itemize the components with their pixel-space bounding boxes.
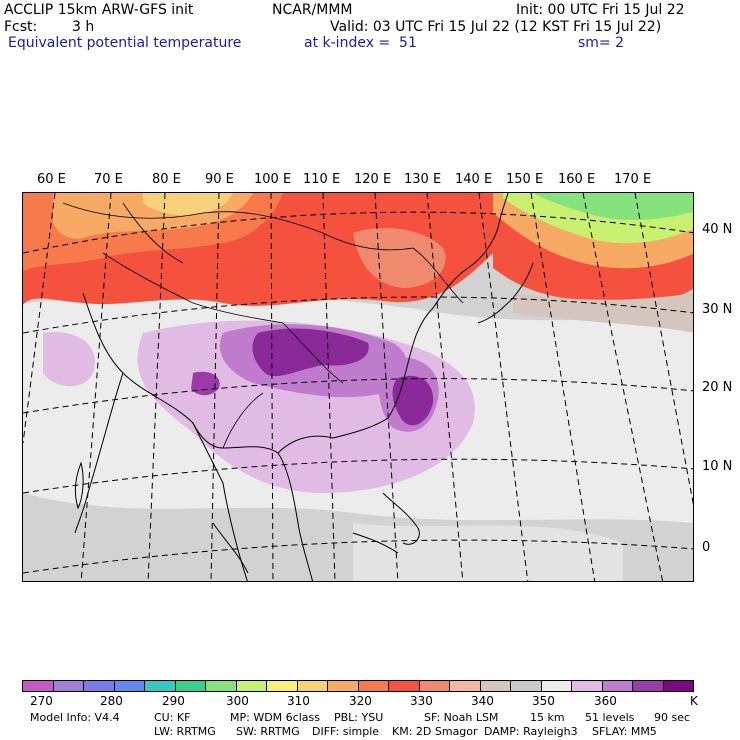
theta-e-map	[22, 192, 694, 582]
field-name: Equivalent potential temperature	[8, 35, 242, 51]
colorbar-label: 290	[162, 694, 185, 708]
fcst-value: 3 h	[72, 19, 95, 35]
lon-label: 130 E	[404, 172, 442, 187]
field-300k-pacific	[533, 193, 693, 220]
lon-label: 60 E	[37, 172, 66, 187]
colorbar-swatch	[206, 681, 237, 691]
colorbar-swatch	[145, 681, 176, 691]
colorbar-swatch	[663, 681, 693, 691]
lat-label: 0	[702, 540, 711, 555]
colorbar-swatch	[267, 681, 298, 691]
colorbar-swatch	[236, 681, 267, 691]
colorbar-swatch	[480, 681, 511, 691]
footer-sflay: SFLAY: MM5	[592, 725, 657, 738]
model-title: ACCLIP 15km ARW-GFS init	[4, 2, 194, 18]
lat-label: 20 N	[702, 380, 733, 395]
lon-label: 150 E	[506, 172, 544, 187]
political-borders	[62, 202, 464, 449]
footer-levels: 51 levels	[585, 711, 635, 724]
smoothing-info: sm= 2	[578, 35, 625, 51]
colorbar-label: 330	[410, 694, 433, 708]
colorbar-swatch	[297, 681, 328, 691]
colorbar-label: 350	[532, 694, 555, 708]
footer-cu: CU: KF	[154, 711, 191, 724]
lon-label: 140 E	[455, 172, 493, 187]
footer-sw: SW: RRTMG	[236, 725, 300, 738]
colorbar-swatch	[633, 681, 664, 691]
colorbar-swatch	[389, 681, 420, 691]
level-info: at k-index = 51	[304, 35, 417, 51]
lon-label: 100 E	[254, 172, 292, 187]
colorbar-swatch	[572, 681, 603, 691]
graticule-meridians	[23, 193, 693, 581]
footer-km: KM: 2D Smagor	[392, 725, 478, 738]
colorbar-swatch	[84, 681, 115, 691]
footer-timestep: 90 sec	[654, 711, 691, 724]
colorbar-swatch	[114, 681, 145, 691]
lon-label: 120 E	[354, 172, 392, 187]
lon-label: 110 E	[303, 172, 341, 187]
footer-resolution: 15 km	[530, 711, 565, 724]
colorbar-label: 280	[100, 694, 123, 708]
colorbar-swatch	[602, 681, 633, 691]
lon-label: 90 E	[205, 172, 234, 187]
lon-label: 80 E	[152, 172, 181, 187]
colorbar-swatch	[175, 681, 206, 691]
colorbar-swatch	[328, 681, 359, 691]
init-time: Init: 00 UTC Fri 15 Jul 22	[516, 2, 685, 18]
graticule-parallels	[23, 211, 693, 574]
lat-label: 10 N	[702, 459, 733, 474]
lat-label: 30 N	[702, 302, 733, 317]
footer-model-info: Model Info: V4.4	[30, 711, 120, 724]
fcst-label: Fcst:	[4, 19, 38, 35]
colorbar-label: 320	[349, 694, 372, 708]
colorbar	[22, 680, 694, 692]
colorbar-swatch	[450, 681, 481, 691]
field-345k-pacific	[513, 293, 693, 333]
colorbar-label: 310	[287, 694, 310, 708]
map-canvas	[23, 193, 693, 581]
colorbar-unit: K	[690, 694, 698, 708]
field-340k-north	[353, 228, 446, 288]
field-370k-east-core	[392, 375, 434, 426]
footer-lw: LW: RRTMG	[154, 725, 216, 738]
field-350k-south	[353, 523, 623, 581]
colorbar-label: 340	[471, 694, 494, 708]
lon-label: 70 E	[94, 172, 123, 187]
footer-damp: DAMP: Rayleigh3	[484, 725, 578, 738]
footer-sf: SF: Noah LSM	[424, 711, 499, 724]
colorbar-label: 270	[30, 694, 53, 708]
colorbar-swatch	[419, 681, 450, 691]
lat-label: 40 N	[702, 222, 733, 237]
colorbar-swatch	[541, 681, 572, 691]
colorbar-swatch	[53, 681, 84, 691]
coastlines	[74, 193, 534, 581]
lon-label: 170 E	[614, 172, 652, 187]
footer-pbl: PBL: YSU	[334, 711, 384, 724]
colorbar-swatch	[358, 681, 389, 691]
colorbar-swatch	[511, 681, 542, 691]
org-label: NCAR/MMM	[272, 2, 353, 18]
field-315k-band	[143, 193, 233, 216]
footer-mp: MP: WDM 6class	[230, 711, 320, 724]
colorbar-label: 360	[594, 694, 617, 708]
footer-diff: DIFF: simple	[312, 725, 380, 738]
lon-label: 160 E	[558, 172, 596, 187]
colorbar-swatch	[23, 681, 54, 691]
field-360k-west	[43, 332, 95, 387]
valid-time: Valid: 03 UTC Fri 15 Jul 22 (12 KST Fri …	[330, 19, 662, 35]
colorbar-label: 300	[226, 694, 249, 708]
